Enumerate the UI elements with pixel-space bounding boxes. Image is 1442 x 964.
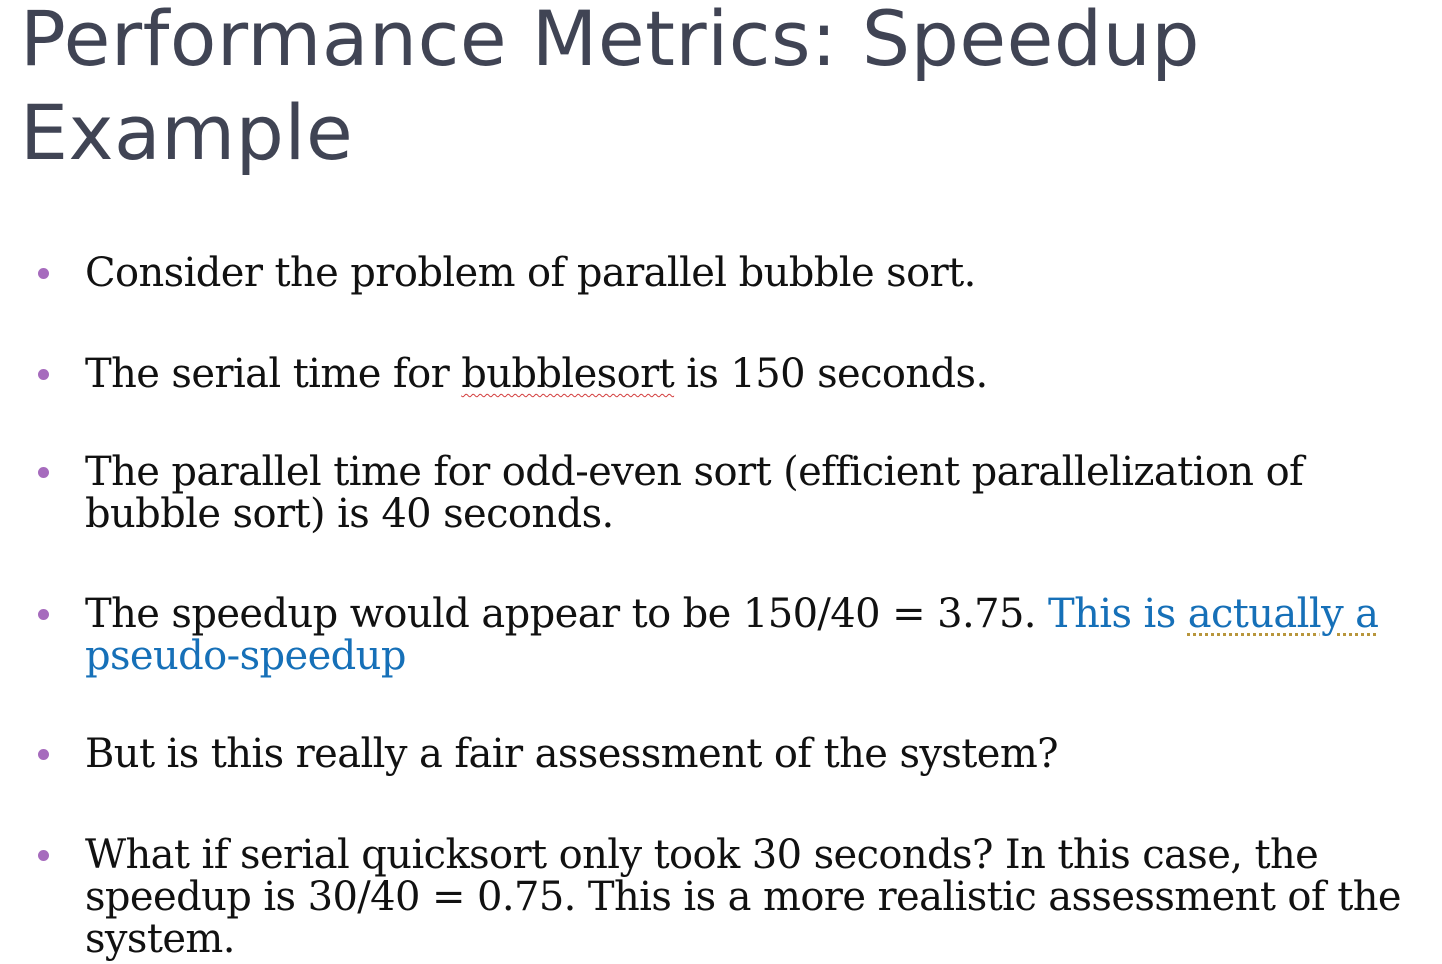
bullet-text-line: speedup is 30/40 = 0.75. This is a more … (85, 874, 1402, 920)
bullet-text-line: What if serial quicksort only took 30 se… (85, 832, 1319, 878)
bullet-text: But is this really a fair assessment of … (85, 731, 1059, 777)
bullet-dot-icon (38, 749, 49, 760)
bullet-dot-icon (38, 268, 49, 279)
bullet-text: What if serial quicksort only took 30 se… (85, 834, 1415, 960)
bullet-text-line: The speedup would appear to be 150/40 = … (85, 593, 1415, 635)
bullet-dot-icon (38, 467, 49, 478)
bullet-text-part: is 150 seconds. (674, 351, 988, 397)
bullet-text: The speedup would appear to be 150/40 = … (85, 593, 1415, 677)
bullet-text: The serial time for bubblesort is 150 se… (85, 353, 1415, 395)
slide-title: Performance Metrics: Speedup Example (20, 0, 1400, 180)
bullet-text-line: bubble sort) is 40 seconds. (85, 491, 614, 537)
spellcheck-flagged-word[interactable]: bubblesort (461, 351, 675, 397)
bullet-text-part: The serial time for (85, 351, 462, 397)
bullet-text-line: The parallel time for odd-even sort (eff… (85, 449, 1304, 495)
grammar-flagged-phrase[interactable]: actually a (1187, 591, 1379, 637)
accent-text: This is (1048, 591, 1188, 637)
bullet-dot-icon (38, 609, 49, 620)
slide-title-line-1: Performance Metrics: Speedup (20, 0, 1201, 83)
bullet-text: Consider the problem of parallel bubble … (85, 250, 976, 296)
bullet-text: The parallel time for odd-even sort (eff… (85, 451, 1415, 535)
bullet-text-part: The speedup would appear to be 150/40 = … (85, 591, 1049, 637)
accent-text-line: pseudo-speedup (85, 633, 406, 679)
slide-title-line-2: Example (20, 88, 354, 177)
bullet-dot-icon (38, 850, 49, 861)
bullet-dot-icon (38, 369, 49, 380)
bullet-text-line: system. (85, 916, 235, 962)
